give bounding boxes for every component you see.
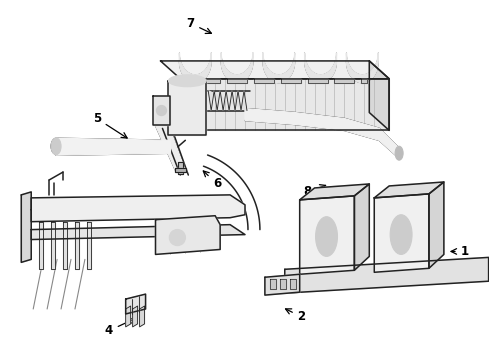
Circle shape (170, 230, 185, 246)
Polygon shape (245, 109, 399, 158)
Text: 2: 2 (286, 309, 306, 323)
Polygon shape (305, 53, 337, 83)
Text: 3: 3 (395, 261, 415, 274)
Polygon shape (125, 306, 131, 327)
Polygon shape (265, 274, 300, 295)
Polygon shape (346, 53, 378, 83)
Polygon shape (155, 125, 185, 170)
Polygon shape (21, 192, 31, 262)
Polygon shape (285, 257, 489, 293)
Polygon shape (133, 306, 138, 327)
Polygon shape (227, 79, 247, 83)
Text: 5: 5 (93, 112, 127, 138)
Text: 1: 1 (451, 245, 469, 258)
Polygon shape (175, 168, 186, 172)
Polygon shape (280, 279, 286, 289)
Polygon shape (300, 184, 369, 200)
Text: 7: 7 (186, 17, 211, 33)
Polygon shape (178, 162, 183, 174)
Ellipse shape (390, 215, 412, 255)
Polygon shape (63, 222, 67, 269)
Text: 6: 6 (203, 171, 221, 190)
Polygon shape (300, 196, 354, 274)
Polygon shape (39, 222, 43, 269)
Ellipse shape (169, 75, 206, 87)
Polygon shape (374, 194, 429, 272)
Polygon shape (169, 81, 206, 135)
Polygon shape (270, 279, 276, 289)
Polygon shape (308, 79, 327, 83)
Polygon shape (354, 184, 369, 270)
Polygon shape (254, 79, 274, 83)
Polygon shape (374, 182, 444, 198)
Polygon shape (125, 294, 146, 314)
Polygon shape (221, 53, 253, 83)
Polygon shape (200, 79, 220, 83)
Polygon shape (31, 195, 245, 222)
Polygon shape (369, 61, 389, 130)
Polygon shape (179, 53, 211, 83)
Polygon shape (87, 222, 91, 269)
Polygon shape (75, 222, 79, 269)
Polygon shape (180, 79, 389, 130)
Polygon shape (429, 182, 444, 268)
Ellipse shape (316, 217, 338, 256)
Ellipse shape (395, 146, 403, 160)
Polygon shape (56, 138, 171, 155)
Text: 8: 8 (303, 185, 325, 198)
Circle shape (156, 105, 167, 116)
Polygon shape (155, 216, 220, 255)
Polygon shape (335, 79, 354, 83)
Polygon shape (51, 222, 55, 269)
Polygon shape (140, 306, 145, 327)
Polygon shape (173, 79, 193, 83)
Polygon shape (290, 279, 295, 289)
Polygon shape (31, 225, 245, 239)
Polygon shape (281, 79, 301, 83)
Polygon shape (208, 91, 247, 111)
Polygon shape (161, 61, 389, 79)
Polygon shape (361, 79, 368, 83)
Text: 4: 4 (105, 319, 135, 337)
Ellipse shape (51, 138, 61, 155)
Polygon shape (263, 53, 294, 83)
Polygon shape (152, 96, 171, 125)
